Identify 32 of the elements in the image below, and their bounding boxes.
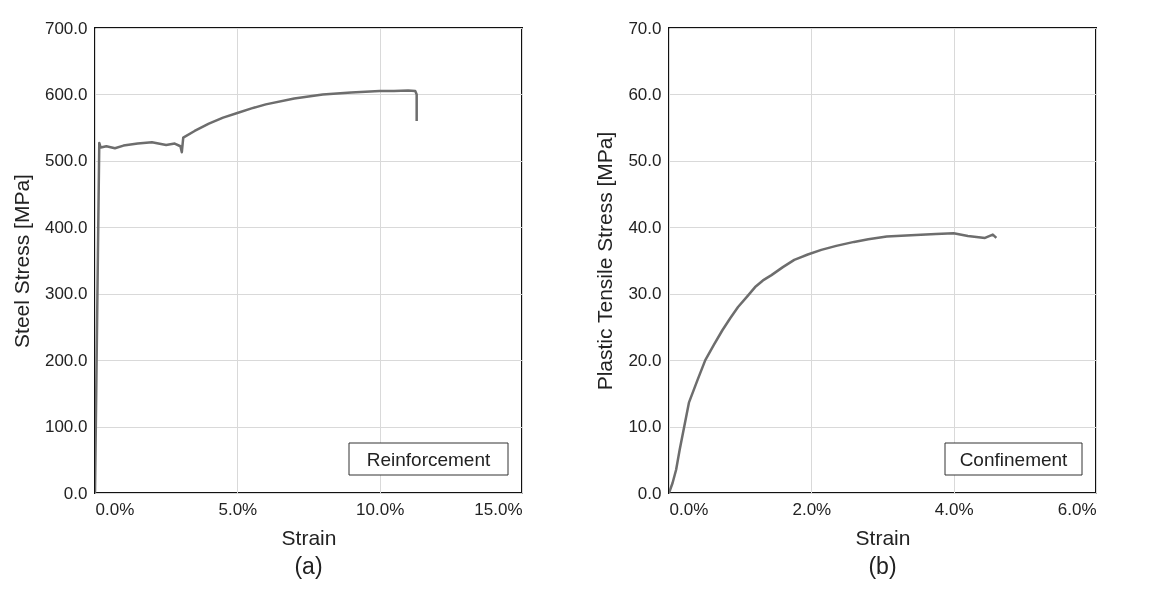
y-tick-label: 40.0: [628, 217, 662, 237]
x-tick-label: 10.0%: [356, 499, 405, 519]
y-tick-label: 200.0: [44, 350, 88, 370]
x-tick-label: 5.0%: [218, 499, 258, 519]
y-tick-label: 0.0: [63, 483, 88, 503]
y-tick-label: 500.0: [44, 151, 88, 171]
x-tick-label: 0.0%: [669, 499, 709, 519]
x-axis-title: Strain: [281, 525, 337, 549]
y-tick-label: 0.0: [637, 483, 662, 503]
y-tick-label: 600.0: [44, 84, 88, 104]
x-tick-label: 4.0%: [934, 499, 974, 519]
x-tick-label: 6.0%: [1057, 499, 1097, 519]
y-tick-label: 700.0: [44, 18, 88, 38]
x-tick-label: 15.0%: [474, 499, 523, 519]
y-axis-title: Plastic Tensile Stress [MPa]: [593, 131, 617, 391]
y-tick-label: 70.0: [628, 18, 662, 38]
annotation: Confinement: [959, 449, 1069, 470]
y-tick-label: 10.0: [628, 417, 662, 437]
y-tick-label: 300.0: [44, 284, 88, 304]
y-tick-label: 400.0: [44, 217, 88, 237]
text: (a): [294, 553, 323, 579]
y-tick-label: 50.0: [628, 151, 662, 171]
text: (b): [868, 553, 897, 579]
y-axis-title: Steel Stress [MPa]: [9, 174, 33, 348]
x-tick-label: 0.0%: [95, 499, 135, 519]
x-axis-title: Strain: [855, 525, 911, 549]
y-tick-label: 30.0: [628, 284, 662, 304]
y-tick-label: 20.0: [628, 350, 662, 370]
annotation: Reinforcement: [366, 449, 491, 470]
y-tick-label: 60.0: [628, 84, 662, 104]
x-tick-label: 2.0%: [792, 499, 832, 519]
y-tick-label: 100.0: [44, 417, 88, 437]
